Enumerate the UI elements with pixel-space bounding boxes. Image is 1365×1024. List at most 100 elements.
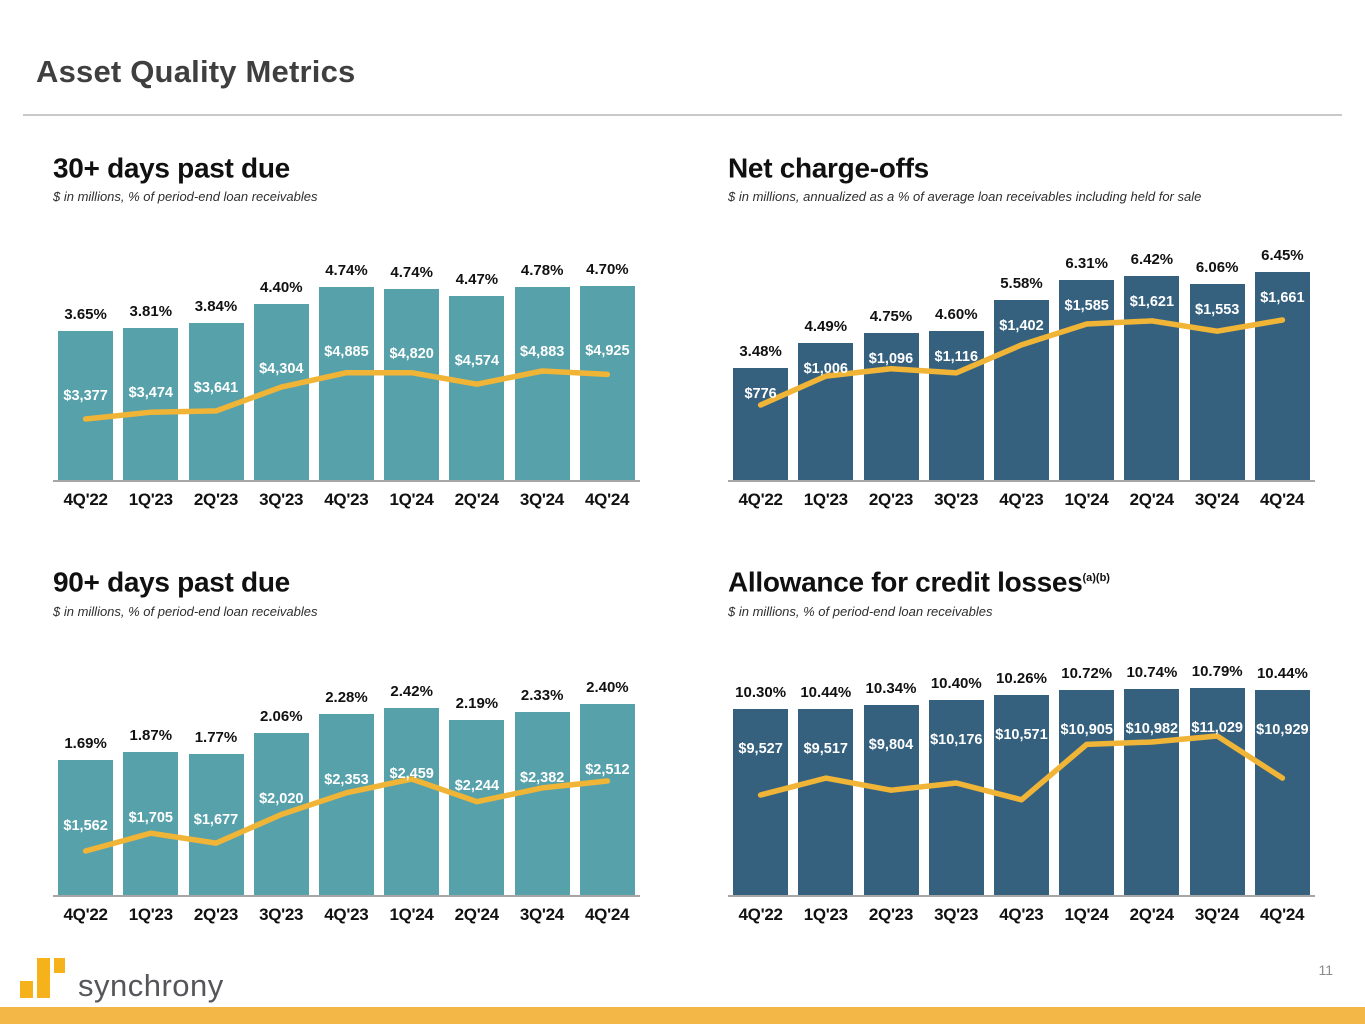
chart-plot-30-plus-days-past-due: 3.65% $3,377 3.81% $3,474 3.84% $3,641 4.40% $4… [53,244,640,483]
x-axis-label: 4Q'22 [63,490,108,510]
chart-subtitle: $ in millions, % of period-end loan rece… [53,189,318,205]
bar [384,707,440,895]
page-title: Asset Quality Metrics [36,54,356,89]
percent-label: 10.40% [930,675,982,693]
percent-label: 2.19% [455,695,499,713]
percent-label: 6.45% [1261,247,1304,265]
x-axis-label: 2Q'23 [868,490,914,510]
x-axis-labels: 4Q'22 1Q'23 2Q'23 3Q'23 4Q'23 1Q'24 2Q'24 3Q'24… [728,905,1315,925]
x-axis-label: 4Q'24 [1260,904,1305,924]
percent-label: 2.33% [520,687,564,705]
dollar-value-label: $3,377 [63,388,108,405]
bar [58,331,114,481]
chart-subtitle: $ in millions, % of period-end loan rece… [53,603,318,619]
bar [1189,688,1245,895]
bar [319,713,374,895]
dollar-value-label: $2,353 [324,771,369,788]
percent-label: 10.72% [1061,664,1113,682]
chart-title-text: 90+ days past due [53,566,290,598]
x-axis-label: 4Q'23 [999,490,1044,510]
bar [253,304,309,481]
dollar-value-label: $10,929 [1256,721,1309,738]
chart-subtitle: $ in millions, annualized as a % of aver… [728,189,1202,205]
x-axis-label: 2Q'23 [193,490,239,510]
dollar-value-label: $1,705 [128,810,173,827]
percent-label: 4.74% [325,262,368,280]
x-axis-label: 3Q'23 [934,490,979,510]
percent-label: 2.28% [325,688,368,706]
x-axis-label: 2Q'23 [868,904,914,924]
x-axis-label: 2Q'24 [454,904,499,924]
percent-label: 10.34% [865,680,917,698]
charts-grid: 30+ days past due $ in millions, % of pe… [53,148,1315,925]
bar [188,323,244,481]
bar [1254,689,1310,895]
bar [733,368,789,481]
bar [1059,689,1115,895]
bar [449,296,505,481]
bar [123,328,179,481]
percent-label: 2.06% [260,708,303,726]
x-axis-label: 4Q'23 [999,904,1044,924]
chart-plot-90-plus-days-past-due: 1.69% $1,562 1.87% $1,705 1.77% $1,677 2.06% $2… [53,659,640,897]
percent-label: 10.44% [1256,664,1308,682]
dollar-value-label: $1,006 [803,361,848,378]
percent-label: 1.87% [129,727,173,745]
percent-label: 4.74% [390,264,433,282]
percent-label: 2.42% [390,682,433,700]
chart-title: 90+ days past due [53,562,640,598]
dollar-value-label: $11,029 [1191,720,1243,737]
dollar-value-label: $1,562 [63,818,108,835]
x-axis-label: 4Q'22 [738,904,783,924]
percent-label: 3.65% [64,306,107,324]
x-axis-labels: 4Q'22 1Q'23 2Q'23 3Q'23 4Q'23 1Q'24 2Q'24 3Q'24… [53,905,640,925]
percent-label: 4.60% [935,306,978,324]
percent-label: 5.58% [1000,275,1043,293]
chart-subtitle: $ in millions, % of period-end loan rece… [728,603,993,619]
chart-section-allowance-for-credit-losses: Allowance for credit losses(a)(b) $ in m… [728,562,1315,924]
synchrony-logo-icon [20,958,66,998]
percent-label: 3.48% [739,343,782,361]
dollar-value-label: $1,096 [868,351,914,368]
bar [319,287,374,481]
x-axis-label: 1Q'24 [1064,904,1109,924]
x-axis-label: 1Q'24 [389,904,434,924]
synchrony-logo: synchrony [20,958,224,1001]
x-axis-label: 1Q'24 [389,490,434,510]
dollar-value-label: $3,641 [193,380,239,397]
x-axis-labels: 4Q'22 1Q'23 2Q'23 3Q'23 4Q'23 1Q'24 2Q'24 3Q'24… [728,490,1315,510]
dollar-value-label: $4,883 [520,344,565,361]
chart-title: 30+ days past due [53,148,640,184]
bar [863,705,919,895]
x-axis-label: 3Q'24 [519,490,564,510]
dollar-value-label: $1,677 [193,811,239,828]
dollar-value-label: $4,574 [454,353,500,370]
bar [579,704,635,895]
dollar-value-label: $776 [744,386,777,403]
x-axis-label: 1Q'24 [1064,490,1109,510]
bar [253,733,309,895]
x-axis-labels: 4Q'22 1Q'23 2Q'23 3Q'23 4Q'23 1Q'24 2Q'24 3Q'24… [53,490,640,510]
percent-label: 1.77% [194,728,238,746]
x-axis-label: 4Q'24 [1260,490,1305,510]
title-divider [23,114,1342,116]
logo-bar-short [20,981,33,998]
dollar-value-label: $4,925 [585,343,630,360]
dollar-value-label: $10,571 [995,726,1048,743]
x-axis-label: 2Q'23 [193,904,239,924]
dollar-value-label: $1,116 [934,349,979,366]
dollar-value-label: $1,553 [1195,301,1240,318]
x-axis-label: 3Q'24 [519,904,564,924]
x-axis-label: 4Q'22 [738,490,783,510]
percent-label: 10.79% [1191,663,1243,681]
bar [1124,688,1180,895]
percent-label: 4.75% [869,308,913,326]
bar [384,289,440,481]
percent-label: 6.06% [1195,258,1239,276]
chart-section-90-plus-days-past-due: 90+ days past due $ in millions, % of pe… [53,562,640,924]
chart-plot-net-charge-offs: 3.48% $776 4.49% $1,006 4.75% $1,096 4.60% $1,1… [728,244,1315,483]
chart-title-footnote: (a)(b) [1082,572,1110,585]
x-axis-label: 1Q'23 [803,904,848,924]
bar [928,700,984,895]
x-axis-label: 1Q'23 [128,904,173,924]
